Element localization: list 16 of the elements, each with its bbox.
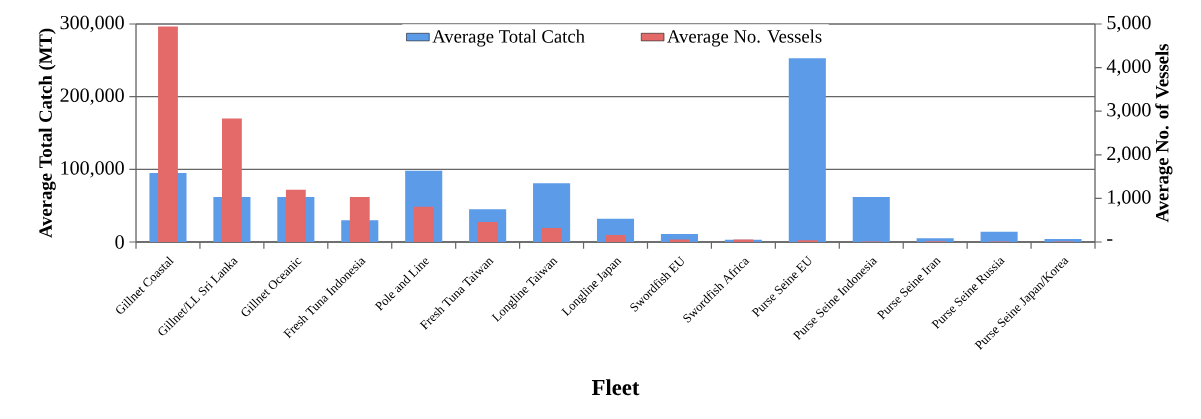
legend-label: Average No. Vessels — [667, 29, 822, 47]
y-tick-label: 300,000 — [60, 15, 124, 33]
y2-tick-label: 3,000 — [1107, 103, 1151, 120]
y-tick-label: 0 — [115, 235, 124, 249]
y2-axis-title: Average No. of Vessels — [1155, 44, 1173, 223]
y2-tick-label: 2,000 — [1107, 146, 1151, 163]
x-axis-title: Fleet — [592, 379, 640, 396]
y-tick-label: 100,000 — [61, 161, 124, 178]
y2-tick-label: 1,000 — [1108, 190, 1151, 207]
y-axis-title: Average Total Catch (MT) — [38, 28, 56, 238]
x-tick-label: Pole and Line — [374, 258, 430, 311]
y-tick-label: 200,000 — [60, 88, 124, 105]
y2-tick-label: 5,000 — [1107, 15, 1151, 33]
y2-tick-label: 4,000 — [1106, 59, 1151, 76]
y2-tick-label: - — [1107, 239, 1113, 241]
legend-label: Average Total Catch — [432, 29, 585, 47]
